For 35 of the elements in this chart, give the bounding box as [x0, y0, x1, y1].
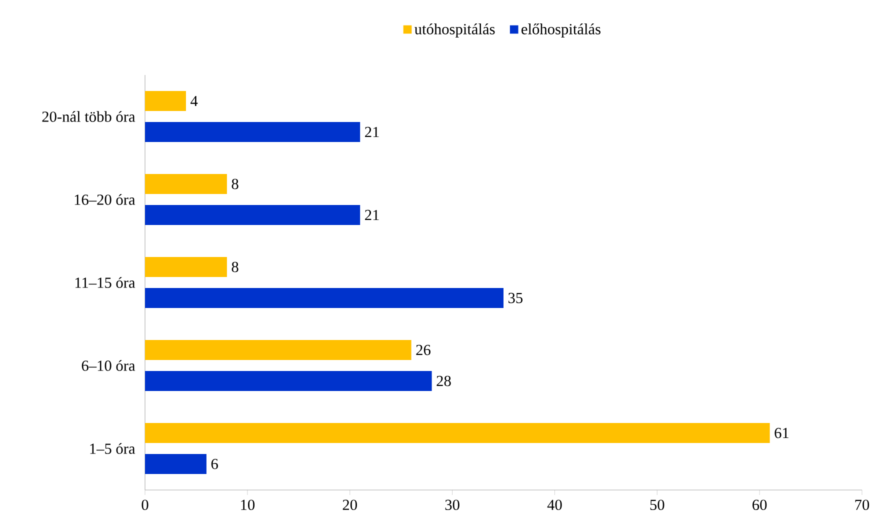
bar	[145, 340, 412, 360]
bar	[145, 422, 770, 443]
legend-label: utóhospitálás	[414, 24, 495, 38]
bar	[145, 370, 432, 391]
x-tick-label: 70	[855, 500, 870, 510]
data-label: 35	[508, 292, 522, 304]
data-label: 26	[416, 344, 430, 356]
data-label: 28	[436, 376, 451, 386]
data-label: 21	[365, 126, 379, 138]
bar	[145, 288, 504, 308]
y-tick-label: 16–20 óra	[74, 194, 136, 205]
bar	[145, 454, 206, 474]
x-tick-label: 20	[342, 500, 357, 510]
x-tick-label: 10	[241, 500, 255, 510]
bar	[145, 256, 227, 277]
bar	[145, 122, 360, 142]
data-label: 8	[232, 262, 238, 272]
bar	[145, 91, 186, 111]
data-label: 61	[774, 428, 788, 438]
x-tick-label: 40	[547, 500, 562, 510]
bar	[145, 174, 227, 194]
data-label: 4	[190, 96, 198, 106]
data-label: 8	[232, 178, 238, 190]
x-tick-label: 30	[445, 500, 460, 510]
bar	[145, 204, 360, 225]
y-tick-label: 6–10 óra	[82, 360, 136, 371]
data-label: 6	[211, 458, 218, 470]
x-tick-label: 50	[650, 500, 664, 510]
y-tick-label: 11–15 óra	[75, 277, 136, 288]
x-tick-label: 60	[752, 500, 767, 510]
y-tick-label: 20-nál több óra	[42, 111, 136, 122]
legend-label: előhospitálás	[522, 24, 600, 38]
x-tick-label: 0	[142, 500, 148, 510]
y-tick-label: 1–5 óra	[90, 443, 136, 454]
data-label: 21	[365, 210, 379, 220]
